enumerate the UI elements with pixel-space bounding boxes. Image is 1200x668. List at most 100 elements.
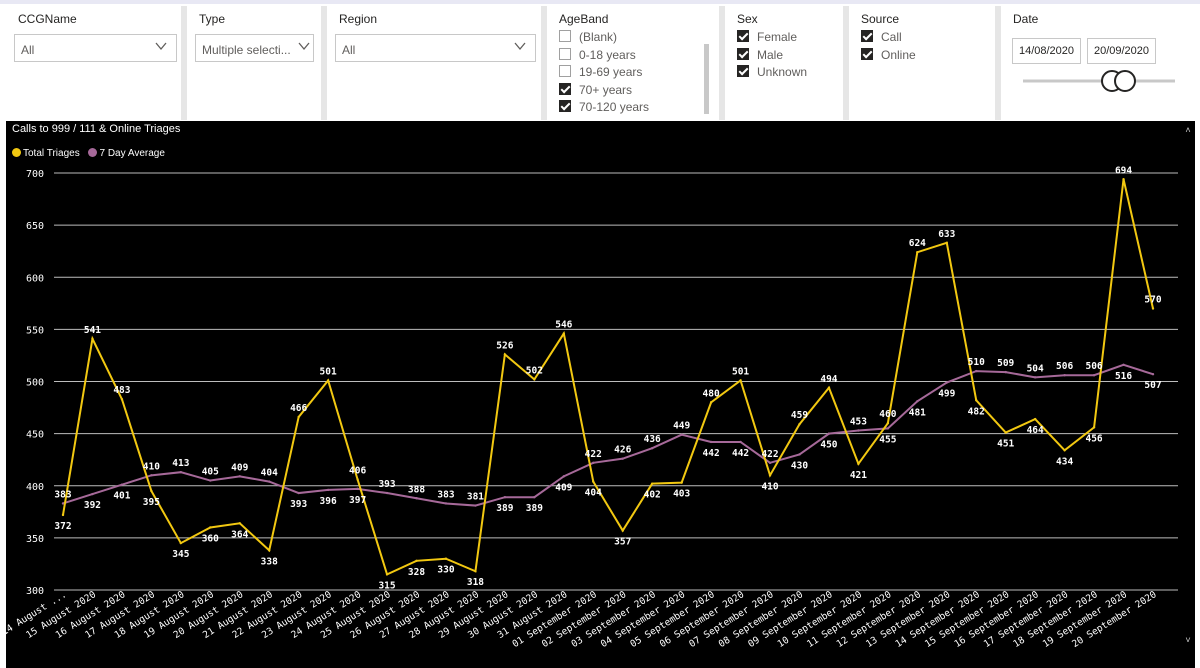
data-point — [209, 479, 212, 482]
source-slicer: Source Call Online — [849, 6, 995, 120]
chevron-down-icon — [298, 42, 310, 51]
ageband-slicer: AgeBand (Blank) 0-18 years 19-69 years 7… — [547, 6, 719, 120]
data-point — [533, 378, 536, 381]
chart-title: Calls to 999 / 111 & Online Triages — [12, 123, 181, 135]
sex-slicer: Sex Female Male Unknown — [725, 6, 843, 120]
scroll-down-icon[interactable]: ˅ — [1185, 635, 1191, 645]
data-point — [975, 399, 978, 402]
data-point — [1122, 363, 1125, 367]
checkbox-checked[interactable] — [737, 30, 749, 42]
slider-handle-end — [1114, 70, 1136, 92]
data-label: 396 — [320, 496, 337, 507]
data-label: 442 — [732, 448, 749, 459]
data-label: 506 — [1056, 361, 1073, 372]
legend-dot-icon — [88, 148, 98, 157]
data-label: 460 — [879, 409, 896, 420]
checkbox[interactable] — [559, 65, 571, 77]
slicer-divider — [719, 6, 725, 120]
type-slicer-title: Type — [199, 12, 226, 26]
triages-line-chart: Calls to 999 / 111 & Online Triages Tota… — [6, 121, 1195, 668]
data-label: 506 — [1085, 361, 1102, 372]
checkbox-checked[interactable] — [861, 48, 873, 60]
data-point — [503, 496, 507, 499]
data-label: 393 — [378, 479, 395, 490]
data-label: 404 — [261, 468, 278, 479]
data-label: 455 — [879, 434, 896, 445]
legend-item-total[interactable]: Total Triages — [12, 148, 80, 159]
data-point — [474, 570, 477, 573]
data-point — [533, 496, 536, 499]
data-point — [297, 415, 300, 419]
data-point — [1004, 370, 1007, 374]
data-label: 383 — [437, 489, 454, 500]
data-point — [120, 398, 124, 401]
chart-legend: Total Triages 7 Day Average — [12, 148, 171, 159]
data-label: 406 — [349, 465, 366, 476]
checkbox-checked[interactable] — [737, 65, 749, 77]
data-label: 501 — [320, 366, 337, 377]
checkbox-checked[interactable] — [737, 48, 749, 60]
checkbox-checked[interactable] — [559, 83, 571, 95]
data-label: 451 — [997, 439, 1014, 450]
data-label: 413 — [172, 458, 189, 469]
date-end-input[interactable]: 20/09/2020 — [1087, 38, 1156, 64]
data-point — [975, 369, 978, 373]
data-point — [1004, 431, 1007, 434]
data-point — [61, 502, 65, 505]
data-point — [503, 353, 507, 356]
checkbox[interactable] — [559, 30, 571, 42]
region-dropdown[interactable]: All — [335, 34, 536, 62]
data-label: 360 — [202, 533, 219, 544]
ccg-slicer: CCGName All — [6, 6, 181, 120]
data-point — [1063, 374, 1066, 377]
sex-slicer-title: Sex — [737, 12, 758, 26]
data-point — [1092, 374, 1096, 377]
data-point — [150, 474, 153, 477]
data-point — [798, 453, 801, 456]
data-label: 570 — [1144, 295, 1161, 306]
data-label: 494 — [820, 374, 837, 385]
ccg-dropdown[interactable]: All — [14, 34, 177, 62]
data-point — [1033, 417, 1037, 421]
data-label: 389 — [526, 503, 543, 514]
legend-label: Total Triages — [23, 148, 80, 159]
source-option-label: Online — [881, 48, 916, 62]
data-point — [238, 522, 241, 525]
chart-scrollbar[interactable]: ˄ ˅ — [1183, 125, 1193, 645]
y-tick-label: 450 — [26, 430, 44, 441]
data-point — [61, 513, 65, 517]
data-point — [297, 491, 300, 495]
data-label: 502 — [526, 365, 543, 376]
type-dropdown[interactable]: Multiple selecti... — [195, 34, 314, 62]
data-point — [739, 440, 742, 444]
ageband-scrollbar[interactable] — [704, 44, 709, 114]
date-start-input[interactable]: 14/08/2020 — [1012, 38, 1081, 64]
scroll-up-icon[interactable]: ˄ — [1185, 125, 1191, 135]
y-tick-label: 650 — [26, 221, 44, 232]
top-strip — [0, 0, 1200, 4]
date-range-slider[interactable] — [1021, 66, 1181, 96]
data-label: 422 — [761, 449, 778, 460]
legend-item-average[interactable]: 7 Day Average — [88, 148, 165, 159]
ageband-option-label: 70-120 years — [579, 100, 650, 114]
checkbox[interactable] — [559, 48, 571, 60]
data-label: 318 — [467, 577, 484, 588]
checkbox-checked[interactable] — [559, 100, 571, 112]
checkbox-checked[interactable] — [861, 30, 873, 42]
date-slicer-title: Date — [1013, 12, 1039, 26]
data-label: 388 — [408, 484, 425, 495]
data-label: 480 — [703, 388, 720, 399]
data-label: 501 — [732, 366, 749, 377]
data-point — [768, 474, 772, 477]
data-label: 624 — [909, 238, 926, 249]
y-tick-label: 500 — [26, 378, 44, 389]
data-label: 507 — [1144, 380, 1161, 391]
data-label: 410 — [761, 481, 778, 492]
data-point — [827, 432, 831, 435]
data-label: 405 — [202, 467, 219, 478]
data-point — [474, 504, 477, 507]
data-point — [739, 379, 742, 382]
type-dropdown-value: Multiple selecti... — [202, 43, 291, 57]
data-label: 328 — [408, 567, 425, 578]
data-label: 338 — [261, 556, 278, 567]
